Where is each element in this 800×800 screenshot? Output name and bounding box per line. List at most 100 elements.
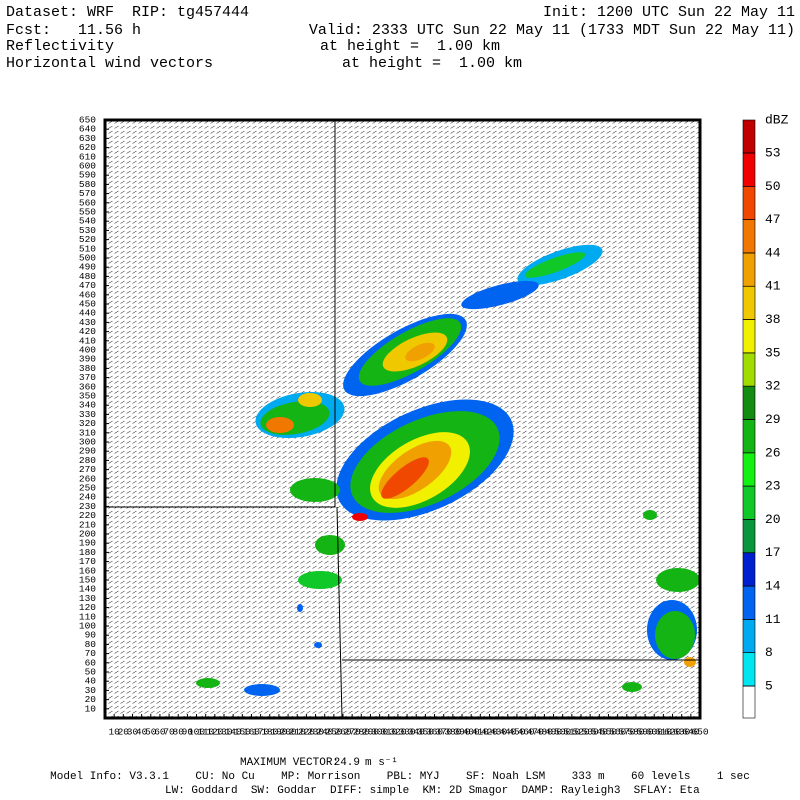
y-tick-label: 130 [79,593,96,604]
y-tick-label: 470 [79,280,96,291]
x-tick-label: 530 [582,727,599,738]
y-tick-label: 110 [79,611,96,622]
colorbar-label: 8 [765,645,773,660]
colorbar-label: 35 [765,345,781,360]
x-tick-label: 120 [206,727,223,738]
x-tick-label: 650 [691,727,708,738]
x-tick-label: 320 [389,727,406,738]
x-tick-label: 440 [499,727,516,738]
colorbar-box [742,186,756,220]
x-tick-label: 390 [453,727,470,738]
x-tick-label: 410 [472,727,489,738]
y-tick-label: 170 [79,556,96,567]
y-tick-label: 190 [79,538,96,549]
y-tick-label: 80 [85,639,97,650]
x-tick-label: 100 [188,727,205,738]
colorbar-box [742,552,756,587]
colorbar-box [742,352,756,387]
y-tick-label: 420 [79,326,96,337]
field-height: at height = 1.00 km [342,55,522,72]
colorbar-box [742,319,756,354]
y-tick-label: 510 [79,243,96,254]
y-tick-label: 590 [79,170,96,181]
y-tick-label: 100 [79,621,96,632]
y-tick-label: 570 [79,188,96,199]
x-tick-label: 200 [280,727,297,738]
y-tick-label: 340 [79,400,96,411]
field-height: at height = 1.00 km [320,38,500,55]
x-tick-label: 490 [545,727,562,738]
colorbar-label: 44 [765,245,781,260]
y-tick-label: 550 [79,207,96,218]
x-tick-label: 580 [627,727,644,738]
y-tick-label: 330 [79,409,96,420]
y-tick-label: 270 [79,464,96,475]
colorbar-box [742,685,756,719]
x-tick-label: 90 [182,727,194,738]
x-tick-label: 300 [371,727,388,738]
y-tick-label: 320 [79,418,96,429]
y-tick-label: 250 [79,483,96,494]
x-tick-label: 140 [225,727,242,738]
x-tick-label: 550 [600,727,617,738]
colorbar-box [742,385,756,420]
colorbar-label: 23 [765,479,781,494]
forecast-hour: Fcst: 11.56 h [6,22,141,39]
x-tick-label: 630 [673,727,690,738]
x-tick-label: 570 [618,727,635,738]
x-tick-label: 620 [664,727,681,738]
x-tick-label: 170 [252,727,269,738]
x-tick-label: 510 [563,727,580,738]
x-tick-label: 280 [353,727,370,738]
x-tick-label: 190 [270,727,287,738]
y-tick-label: 300 [79,437,96,448]
y-tick-label: 450 [79,299,96,310]
x-tick-label: 500 [554,727,571,738]
field-name: Reflectivity [6,38,114,55]
y-tick-label: 440 [79,308,96,319]
y-tick-label: 50 [85,667,97,678]
y-tick-label: 370 [79,372,96,383]
y-tick-label: 560 [79,197,96,208]
x-tick-label: 540 [591,727,608,738]
y-tick-label: 640 [79,124,96,135]
x-tick-label: 150 [234,727,251,738]
y-tick-label: 350 [79,391,96,402]
max-vector-unit: m s⁻¹ [365,757,398,769]
colorbar-label: 32 [765,379,781,394]
x-tick-label: 260 [334,727,351,738]
plot-frame [103,118,702,720]
x-tick-label: 640 [682,727,699,738]
colorbar-title: dBZ [765,112,789,127]
y-tick-label: 30 [85,685,97,696]
y-tick-label: 210 [79,519,96,530]
x-tick-label: 110 [197,727,214,738]
y-tick-label: 390 [79,354,96,365]
y-tick-label: 180 [79,547,96,558]
y-tick-label: 490 [79,262,96,273]
max-vector-value: 24.9 [334,757,360,769]
colorbar-label: 14 [765,579,781,594]
x-tick-label: 340 [408,727,425,738]
y-tick-label: 500 [79,253,96,264]
y-tick-label: 580 [79,179,96,190]
x-tick-label: 220 [298,727,315,738]
x-tick-label: 380 [444,727,461,738]
init-time: Init: 1200 UTC Sun 22 May 11 [543,4,795,21]
y-tick-label: 630 [79,133,96,144]
y-tick-label: 40 [85,676,97,687]
colorbar-label: 41 [765,279,781,294]
x-tick-label: 450 [508,727,525,738]
x-tick-label: 560 [609,727,626,738]
x-tick-label: 420 [481,727,498,738]
x-tick-label: 430 [490,727,507,738]
y-tick-label: 220 [79,510,96,521]
colorbar-label: 50 [765,179,781,194]
colorbar-label: 20 [765,512,781,527]
x-tick-label: 460 [518,727,535,738]
boundaries [105,120,700,719]
colorbar-box [742,585,756,620]
model-info: LW: Goddard SW: Goddar DIFF: simple KM: … [165,785,700,797]
